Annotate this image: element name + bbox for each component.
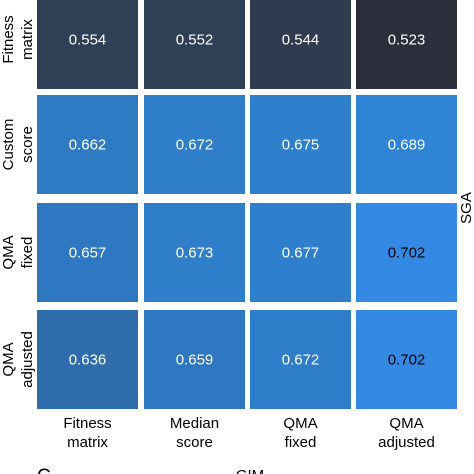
cell-value-label: 0.659 xyxy=(176,352,214,369)
heatmap-cell xyxy=(250,310,351,409)
x-tick-label: fixed xyxy=(285,434,317,451)
heatmap-cell xyxy=(144,310,245,409)
heatmap-cell xyxy=(356,0,457,89)
cell-value-label: 0.552 xyxy=(176,32,214,49)
cell-value-label: 0.523 xyxy=(388,32,426,49)
y-axis-label: SGA xyxy=(458,192,474,224)
y-tick-label: Custom xyxy=(0,119,17,171)
y-tick-label: Fitness xyxy=(0,15,17,63)
cell-value-label: 0.702 xyxy=(388,352,426,369)
heatmap-cell xyxy=(250,203,351,302)
y-tick-label: matrix xyxy=(19,19,36,60)
x-tick-label: adjusted xyxy=(378,434,435,451)
cell-value-label: 0.672 xyxy=(282,352,320,369)
y-tick-label: QMA xyxy=(0,235,17,269)
heatmap-cell xyxy=(37,0,138,89)
heatmap-cell xyxy=(356,95,457,194)
x-tick-label: Median xyxy=(170,415,219,432)
y-tick-label: score xyxy=(19,126,36,163)
y-tick-label: QMA xyxy=(0,342,17,376)
cell-value-label: 0.673 xyxy=(176,245,214,262)
cell-value-label: 0.689 xyxy=(388,137,426,154)
y-tick-group: QMA adjusted xyxy=(0,331,36,388)
x-tick-label: QMA xyxy=(389,415,423,432)
heatmap-cell xyxy=(37,95,138,194)
y-tick-group: Fitness matrix xyxy=(0,15,36,63)
x-tick-label: score xyxy=(176,434,213,451)
heatmap-cell xyxy=(144,95,245,194)
y-tick-label: fixed xyxy=(19,237,36,269)
x-tick-label: QMA xyxy=(283,415,317,432)
cell-value-label: 0.702 xyxy=(388,245,426,262)
y-tick-group: Custom score xyxy=(0,119,36,171)
cell-value-label: 0.657 xyxy=(69,245,107,262)
cell-value-label: 0.672 xyxy=(176,137,214,154)
heatmap-cell xyxy=(144,0,245,89)
cell-value-label: 0.636 xyxy=(69,352,107,369)
x-tick-label: Fitness xyxy=(63,415,111,432)
panel-letter: C xyxy=(37,466,51,474)
x-tick-label: matrix xyxy=(67,434,108,451)
cell-value-label: 0.662 xyxy=(69,137,107,154)
x-axis-label: GIM xyxy=(236,467,264,474)
y-tick-group: QMA fixed xyxy=(0,235,36,269)
y-tick-label: adjusted xyxy=(19,331,36,388)
heatmap-cell xyxy=(37,310,138,409)
cell-value-label: 0.554 xyxy=(69,32,107,49)
heatmap-cell xyxy=(37,203,138,302)
cell-value-label: 0.675 xyxy=(282,137,320,154)
heatmap-cell xyxy=(250,95,351,194)
cell-value-label: 0.544 xyxy=(282,32,320,49)
heatmap-cell xyxy=(250,0,351,89)
cell-value-label: 0.677 xyxy=(282,245,320,262)
heatmap-cell xyxy=(356,310,457,409)
heatmap-cell xyxy=(356,203,457,302)
heatmap-cell xyxy=(144,203,245,302)
